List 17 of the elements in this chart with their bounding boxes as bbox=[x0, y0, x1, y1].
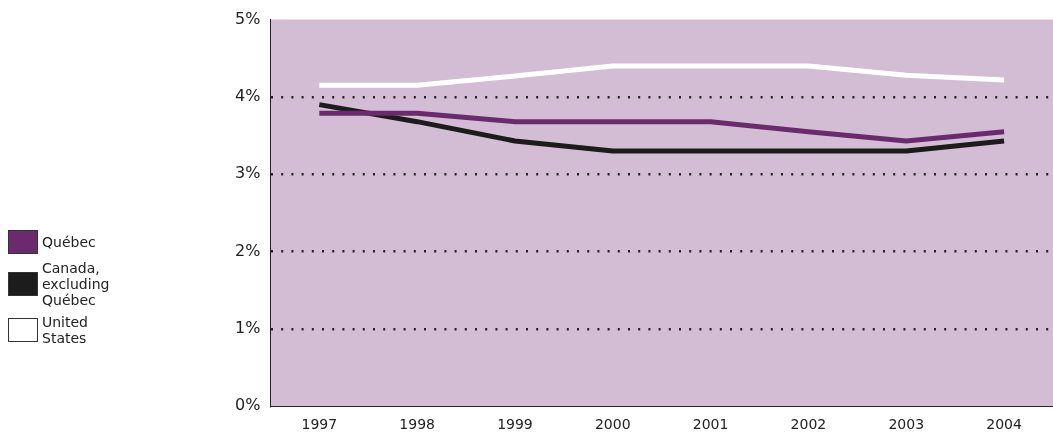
x-tick-label: 2004 bbox=[986, 416, 1022, 433]
x-tick-label: 2001 bbox=[692, 416, 729, 433]
y-tick-label: 1% bbox=[234, 318, 261, 338]
x-tick-label: 1997 bbox=[301, 416, 338, 433]
y-tick-label: 0% bbox=[234, 395, 261, 415]
x-tick-label: 2000 bbox=[594, 416, 631, 433]
y-tick-label: 2% bbox=[234, 240, 261, 260]
y-tick-label: 4% bbox=[234, 86, 261, 106]
y-tick-label: 3% bbox=[234, 163, 261, 183]
legend-label: Canada, excluding Québec bbox=[42, 260, 111, 308]
x-tick-label: 1999 bbox=[497, 416, 533, 433]
x-tick-label: 1998 bbox=[399, 416, 435, 433]
legend-label: United States bbox=[42, 314, 89, 346]
y-tick-label: 5% bbox=[234, 8, 261, 28]
legend-label: Québec bbox=[42, 234, 96, 250]
x-tick-label: 2002 bbox=[790, 416, 827, 433]
x-tick-label: 2003 bbox=[888, 416, 925, 433]
